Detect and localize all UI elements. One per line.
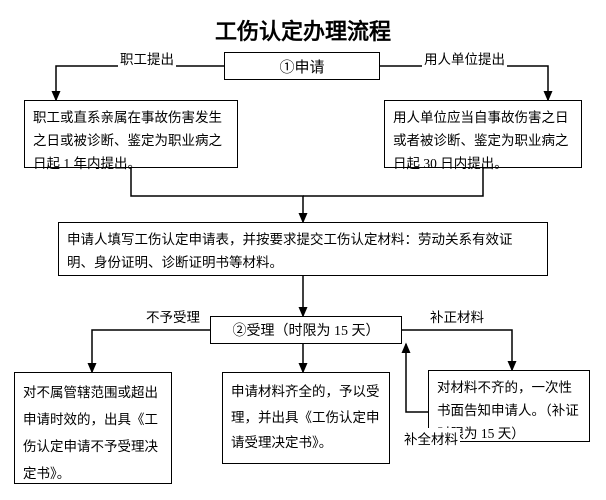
label-not-accepted: 不予受理 [144,306,202,326]
label-supplement-back: 补全材料 [402,428,460,448]
node-employer-deadline: 用人单位应当自事故伤害之日或者被诊断、鉴定为职业病之日起 30 日内提出。 [384,100,582,168]
page-title: 工伤认定办理流程 [0,14,606,46]
node-apply: ①申请 [224,52,380,80]
label-employer-submit: 用人单位提出 [422,48,507,68]
node-acceptance: ②受理（时限为 15 天） [210,316,402,344]
label-supplement: 补正材料 [428,306,486,326]
node-form-materials: 申请人填写工伤认定申请表，并按要求提交工伤认定材料：劳动关系有效证明、身份证明、… [58,222,548,276]
node-outcome-accept: 申请材料齐全的，予以受理，并出具《工伤认定申请受理决定书》。 [222,372,390,464]
node-outcome-reject: 对不属管辖范围或超出申请时效的，出具《工伤认定申请不予受理决定书》。 [14,372,172,484]
node-employee-deadline: 职工或直系亲属在事故伤害发生之日或被诊断、鉴定为职业病之日起 1 年内提出。 [24,100,238,168]
label-employee-submit: 职工提出 [118,48,176,68]
